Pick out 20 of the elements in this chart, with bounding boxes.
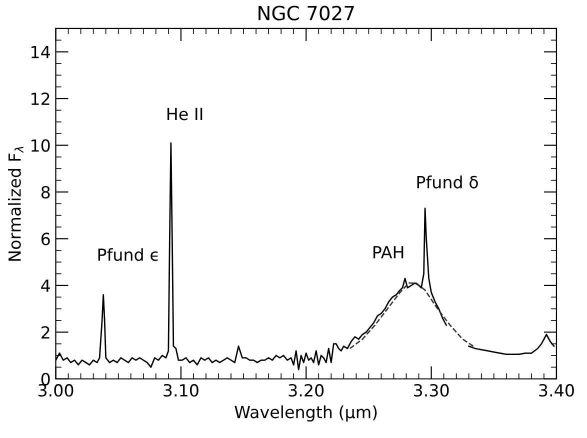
x-tick-label: 3.00 <box>38 384 74 397</box>
y-tick-label: 4 <box>41 280 50 292</box>
y-tick-label: 10 <box>32 139 50 152</box>
annotation: He II <box>167 108 202 120</box>
x-tick-label: 3.20 <box>288 384 324 397</box>
x-axis-title: Wavelength (μm) <box>234 405 377 422</box>
x-tick-label: 3.30 <box>414 384 449 397</box>
chart-title: NGC 7027 <box>258 6 354 20</box>
y-axis-title: Normalized F$_{λ}$ <box>8 146 24 261</box>
y-tick-label: 6 <box>41 232 50 246</box>
y-tick-label: 2 <box>42 326 50 338</box>
annotation: PAH <box>374 246 404 258</box>
y-tick-label: 0 <box>41 372 50 386</box>
y-tick-label: 12 <box>32 92 50 105</box>
x-tick-label: 3.10 <box>164 384 198 397</box>
x-tick-label: 3.40 <box>539 384 574 397</box>
annotation: Pfund ϵ <box>98 248 158 261</box>
annotation: Pfund δ <box>417 176 478 188</box>
y-tick-label: 8 <box>41 186 50 199</box>
y-tick-label: 14 <box>32 46 50 58</box>
